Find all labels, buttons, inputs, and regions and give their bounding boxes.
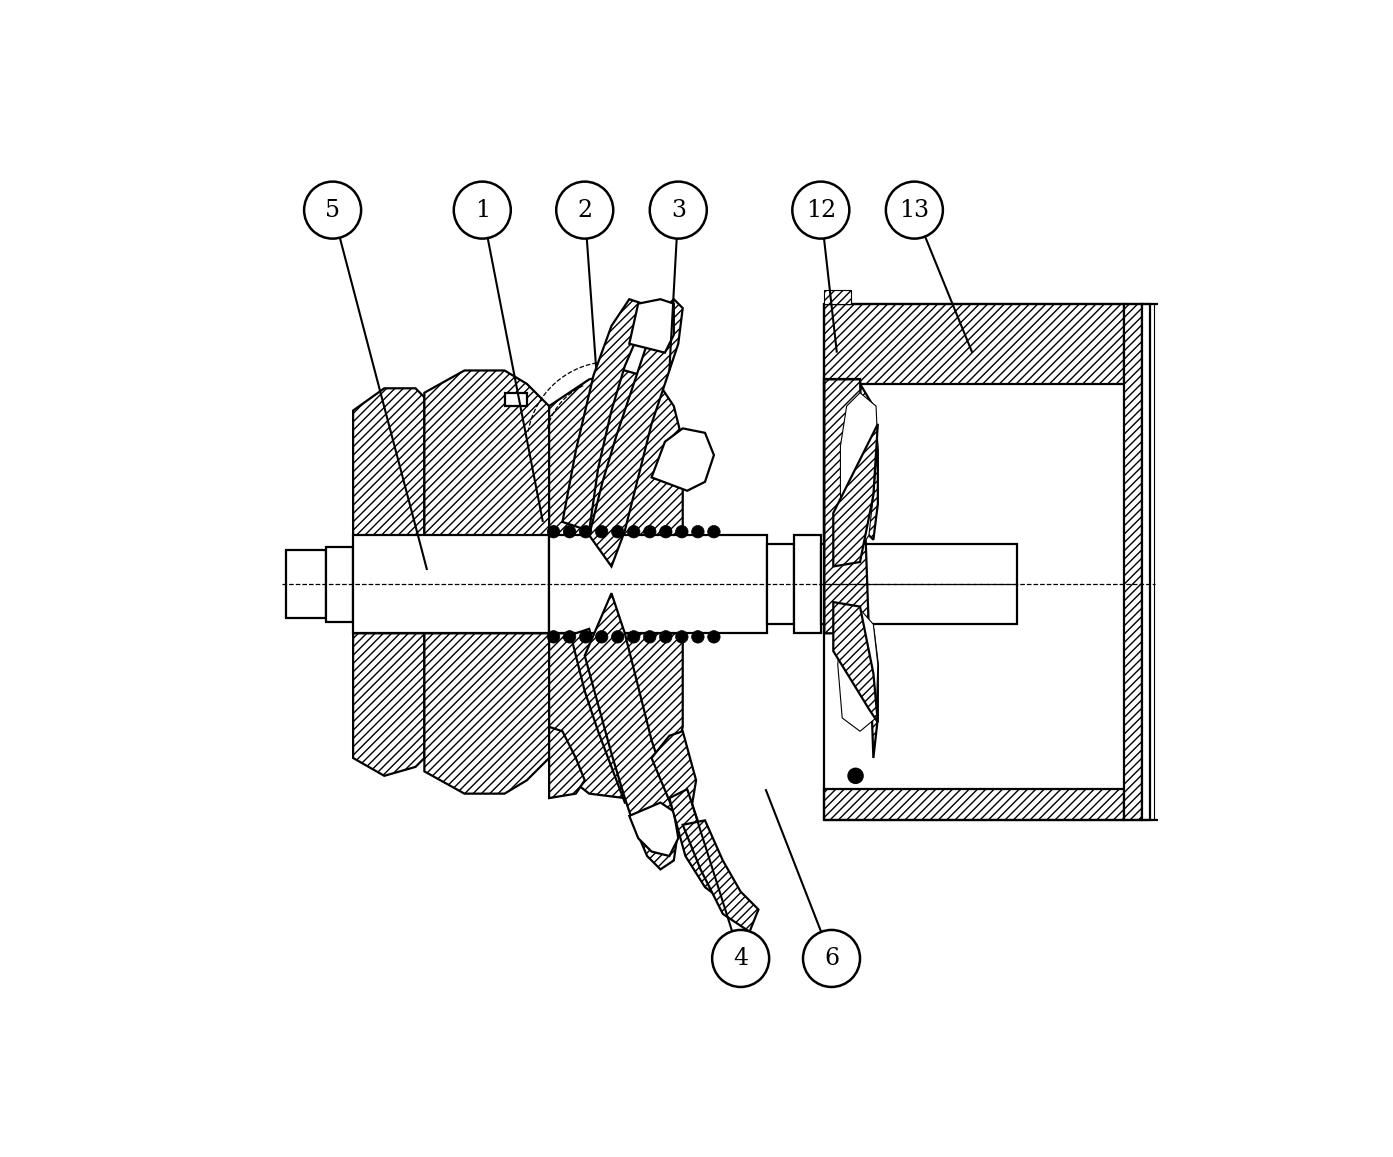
Circle shape [802, 930, 859, 987]
Polygon shape [670, 789, 727, 900]
Polygon shape [504, 392, 527, 406]
Polygon shape [585, 594, 678, 869]
Polygon shape [825, 789, 1124, 820]
Circle shape [692, 525, 703, 538]
Circle shape [644, 525, 656, 538]
Polygon shape [825, 384, 859, 536]
Polygon shape [352, 389, 425, 536]
Circle shape [676, 525, 688, 538]
Circle shape [579, 525, 592, 538]
Circle shape [556, 182, 613, 238]
Polygon shape [589, 300, 683, 567]
Polygon shape [833, 602, 878, 722]
Polygon shape [352, 536, 549, 633]
Circle shape [563, 525, 575, 538]
Text: 5: 5 [325, 199, 340, 222]
Polygon shape [549, 633, 683, 798]
Polygon shape [825, 384, 878, 539]
Circle shape [563, 631, 575, 643]
Polygon shape [825, 290, 851, 303]
Polygon shape [840, 392, 878, 548]
Circle shape [547, 631, 560, 643]
Circle shape [627, 525, 639, 538]
Circle shape [612, 525, 624, 538]
Circle shape [454, 182, 511, 238]
Text: 12: 12 [805, 199, 836, 222]
Circle shape [692, 631, 703, 643]
Circle shape [595, 525, 607, 538]
Circle shape [659, 631, 671, 643]
Circle shape [547, 525, 560, 538]
Circle shape [627, 631, 639, 643]
Circle shape [304, 182, 361, 238]
Polygon shape [287, 551, 326, 618]
Polygon shape [425, 633, 549, 794]
Polygon shape [825, 379, 878, 758]
Polygon shape [652, 428, 715, 491]
Text: 2: 2 [577, 199, 592, 222]
Polygon shape [549, 536, 768, 633]
Polygon shape [630, 803, 678, 856]
Polygon shape [833, 423, 878, 567]
Polygon shape [630, 300, 674, 353]
Circle shape [595, 631, 607, 643]
Polygon shape [768, 544, 794, 625]
Polygon shape [352, 633, 425, 776]
Circle shape [793, 182, 850, 238]
Polygon shape [425, 370, 549, 536]
Circle shape [644, 631, 656, 643]
Circle shape [886, 182, 943, 238]
Circle shape [708, 631, 720, 643]
Text: 3: 3 [671, 199, 685, 222]
Polygon shape [794, 536, 820, 633]
Polygon shape [1124, 303, 1141, 820]
Circle shape [708, 525, 720, 538]
Polygon shape [825, 303, 1124, 384]
Polygon shape [825, 379, 859, 633]
Circle shape [612, 631, 624, 643]
Polygon shape [549, 727, 585, 798]
Polygon shape [652, 731, 696, 811]
Polygon shape [563, 629, 638, 803]
Polygon shape [683, 820, 758, 931]
Text: 13: 13 [900, 199, 929, 222]
Text: 1: 1 [475, 199, 490, 222]
Circle shape [579, 631, 592, 643]
Text: 6: 6 [823, 946, 839, 970]
Polygon shape [820, 544, 1017, 625]
Circle shape [712, 930, 769, 987]
Circle shape [848, 768, 862, 783]
Circle shape [659, 525, 671, 538]
Circle shape [676, 631, 688, 643]
Circle shape [649, 182, 706, 238]
Polygon shape [1141, 303, 1151, 820]
Polygon shape [837, 610, 878, 731]
Text: 4: 4 [733, 946, 748, 970]
Polygon shape [326, 547, 352, 621]
Polygon shape [549, 370, 683, 536]
Polygon shape [563, 300, 642, 531]
